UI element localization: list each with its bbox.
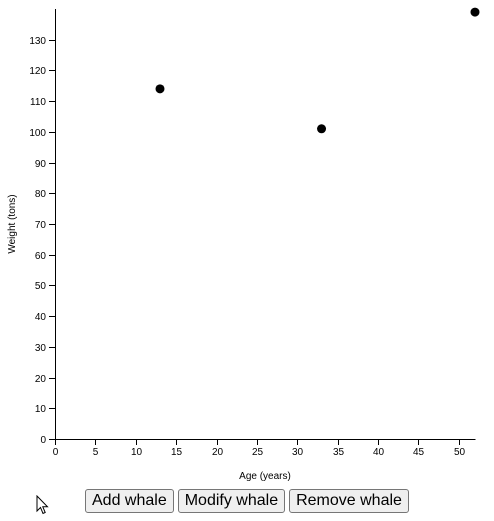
y-tick-label: 30 <box>35 343 47 354</box>
x-tick-label: 5 <box>93 447 99 458</box>
y-tick-label: 40 <box>35 312 47 323</box>
y-axis-label: Weight (tons) <box>7 194 18 253</box>
x-tick-label: 45 <box>413 447 425 458</box>
x-axis-label: Age (years) <box>239 471 291 482</box>
data-point[interactable] <box>470 7 480 17</box>
x-tick-label: 35 <box>333 447 345 458</box>
x-tick-label: 15 <box>171 447 183 458</box>
x-tick-label: 0 <box>53 447 59 458</box>
x-tick-label: 40 <box>373 447 385 458</box>
y-axis: 0 10 20 30 40 50 60 70 80 90 100 110 120 130 <box>29 9 56 446</box>
y-tick-label: 120 <box>29 66 46 77</box>
x-axis: 0 5 10 15 20 25 30 35 40 45 50 <box>53 439 476 458</box>
x-tick-label: 10 <box>131 447 143 458</box>
y-tick-label: 10 <box>35 404 47 415</box>
y-tick-label: 20 <box>35 374 47 385</box>
modify-whale-button[interactable]: Modify whale <box>177 489 286 513</box>
y-tick-label: 90 <box>35 159 47 170</box>
y-tick-label: 70 <box>35 220 47 231</box>
x-tick-label: 50 <box>454 447 466 458</box>
y-tick-label: 100 <box>29 128 46 139</box>
x-tick-label: 25 <box>252 447 264 458</box>
remove-whale-button[interactable]: Remove whale <box>289 489 409 513</box>
y-tick-label: 0 <box>40 435 46 446</box>
y-tick-label: 110 <box>30 97 46 108</box>
y-tick-label: 80 <box>35 189 47 200</box>
x-tick-label: 30 <box>292 447 304 458</box>
whale-controls: Add whale Modify whale Remove whale <box>85 489 409 513</box>
data-point[interactable] <box>155 84 165 94</box>
y-tick-label: 50 <box>35 281 47 292</box>
data-points <box>155 7 480 134</box>
y-tick-label: 60 <box>35 251 47 262</box>
arrow-pointer-icon <box>36 495 49 515</box>
add-whale-button[interactable]: Add whale <box>85 489 174 513</box>
y-tick-label: 130 <box>29 36 46 47</box>
x-tick-label: 20 <box>212 447 224 458</box>
scatter-chart: 0 10 20 30 40 50 60 70 80 90 100 110 120 130 0 5 10 15 20… <box>7 7 480 482</box>
data-point[interactable] <box>317 124 327 134</box>
